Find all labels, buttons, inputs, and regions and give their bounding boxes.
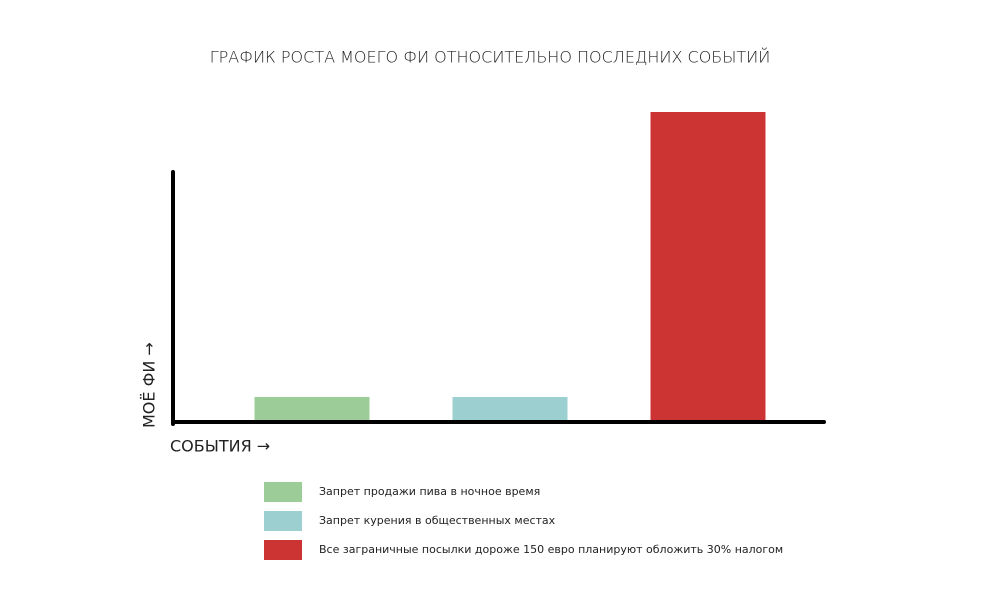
legend-label: Запрет продажи пива в ночное время	[319, 485, 540, 498]
legend-label: Запрет курения в общественных местах	[319, 514, 556, 527]
legend-swatch	[264, 511, 302, 531]
chart-title: ГРАФИК РОСТА МОЕГО ФИ ОТНОСИТЕЛЬНО ПОСЛЕ…	[210, 48, 771, 67]
y-axis-label: МОЁ ФИ →	[140, 342, 159, 428]
bar	[254, 397, 370, 422]
legend-swatch	[264, 540, 302, 560]
x-axis-label: СОБЫТИЯ →	[170, 437, 270, 456]
legend-label: Все заграничные посылки дороже 150 евро …	[319, 543, 783, 556]
bar	[452, 397, 568, 422]
bar	[650, 112, 766, 422]
legend-swatch	[264, 482, 302, 502]
